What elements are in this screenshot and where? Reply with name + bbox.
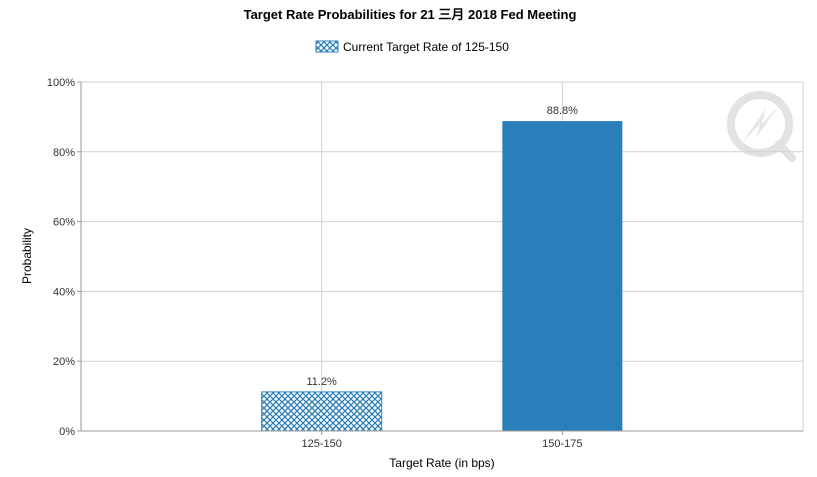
x-axis-title: Target Rate (in bps) xyxy=(389,456,494,470)
bar-150-175 xyxy=(502,121,623,431)
data-labels: 11.2% 88.8% xyxy=(306,105,578,388)
y-tick-label: 80% xyxy=(53,147,75,159)
bars xyxy=(261,121,623,432)
y-axis-ticks: 0% 20% 40% 60% 80% 100% xyxy=(47,77,81,438)
y-tick-label: 0% xyxy=(59,426,75,438)
legend-swatch xyxy=(315,40,339,53)
bar-125-150 xyxy=(261,391,383,432)
data-label: 11.2% xyxy=(306,376,337,388)
legend-label: Current Target Rate of 125-150 xyxy=(343,40,509,54)
x-axis-ticks: 125-150 150-175 xyxy=(301,431,583,450)
y-axis-title: Probability xyxy=(20,228,34,284)
y-tick-label: 20% xyxy=(53,356,75,368)
gridlines xyxy=(81,81,804,432)
y-tick-label: 40% xyxy=(53,286,75,298)
watermark-logo xyxy=(727,91,796,162)
legend: Current Target Rate of 125-150 xyxy=(315,40,509,54)
data-label: 88.8% xyxy=(547,105,578,117)
y-tick-label: 100% xyxy=(47,77,75,89)
x-tick-label: 150-175 xyxy=(542,438,582,450)
x-tick-label: 125-150 xyxy=(301,438,341,450)
chart-title: Target Rate Probabilities for 21 三月 2018… xyxy=(244,7,577,22)
y-tick-label: 60% xyxy=(53,217,75,229)
